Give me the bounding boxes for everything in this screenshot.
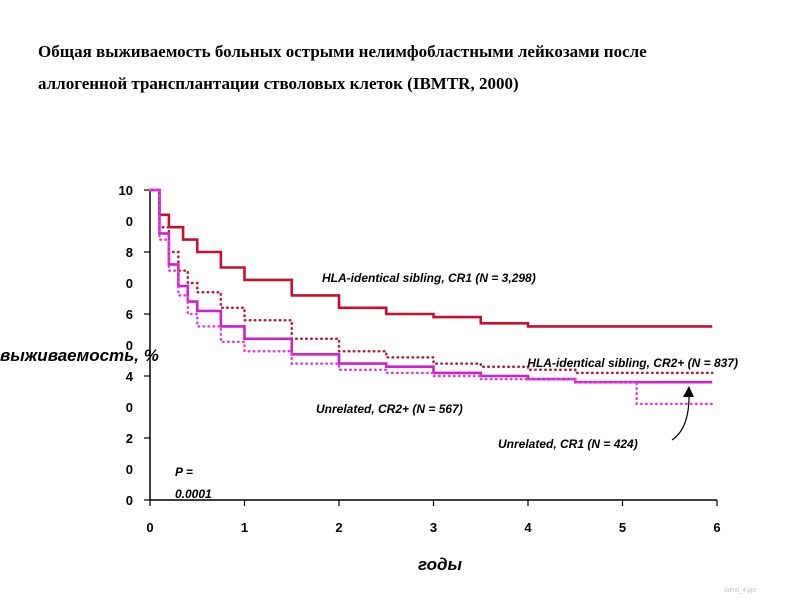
x-tick-label: 3	[430, 520, 437, 535]
x-tick-label: 0	[146, 520, 153, 535]
y-tick-label-part: 0	[126, 400, 133, 415]
x-axis-label: годы	[418, 555, 463, 574]
y-axis-label: выживаемость, %	[0, 346, 159, 365]
series-label: HLA-identical sibling, CR2+ (N = 837)	[527, 356, 738, 370]
title-line-1: Общая выживаемость больных острыми нелим…	[38, 42, 647, 61]
series-label: Unrelated, CR2+ (N = 567)	[316, 402, 463, 416]
y-tick-label-part: 2	[126, 431, 133, 446]
y-tick-label-part: 0	[126, 338, 133, 353]
x-tick-label: 2	[335, 520, 342, 535]
y-tick-label: 0	[126, 493, 133, 508]
x-tick-label: 5	[619, 520, 626, 535]
watermark: 5dm0_4.ppt	[724, 588, 756, 594]
series-unrelated-cr1	[148, 188, 714, 406]
series-label: HLA-identical sibling, CR1 (N = 3,298)	[322, 271, 536, 285]
title-line-2: аллогенной трансплантации стволовых клет…	[38, 74, 519, 93]
series-sibling-cr1	[150, 188, 713, 328]
y-tick-label-part: 0	[126, 493, 133, 508]
p-value-label: P =	[175, 465, 193, 479]
series-unrelated-cr2	[150, 188, 713, 384]
y-tick-label-part: 8	[126, 245, 133, 260]
y-tick-label-part: 0	[126, 462, 133, 477]
p-value-number: 0.0001	[175, 487, 212, 501]
x-tick-label: 6	[713, 520, 720, 535]
labels-layer: выживаемость, % годы P = 0.0001 HLA-identica…	[0, 271, 738, 574]
y-tick-label-part: 4	[126, 369, 134, 384]
y-tick-label-part: 0	[126, 214, 133, 229]
y-tick-label-part: 6	[126, 307, 133, 322]
x-tick-label: 4	[524, 520, 532, 535]
series-sibling-cr2	[148, 188, 714, 375]
axes: 10 08 06 04 02 000 1 2 3 4 5 6	[119, 183, 721, 535]
annotation-arrow-line	[671, 391, 690, 441]
annotation-arrow-head	[683, 386, 694, 397]
y-tick-label-part: 10	[119, 183, 133, 198]
series-label: Unrelated, CR1 (N = 424)	[498, 437, 638, 451]
y-tick-label-part: 0	[126, 276, 133, 291]
x-tick-label: 1	[241, 520, 248, 535]
series-layer	[148, 188, 714, 406]
y-tick-label: 10 0	[119, 183, 133, 229]
chart-title: Общая выживаемость больных острыми нелим…	[38, 36, 778, 100]
